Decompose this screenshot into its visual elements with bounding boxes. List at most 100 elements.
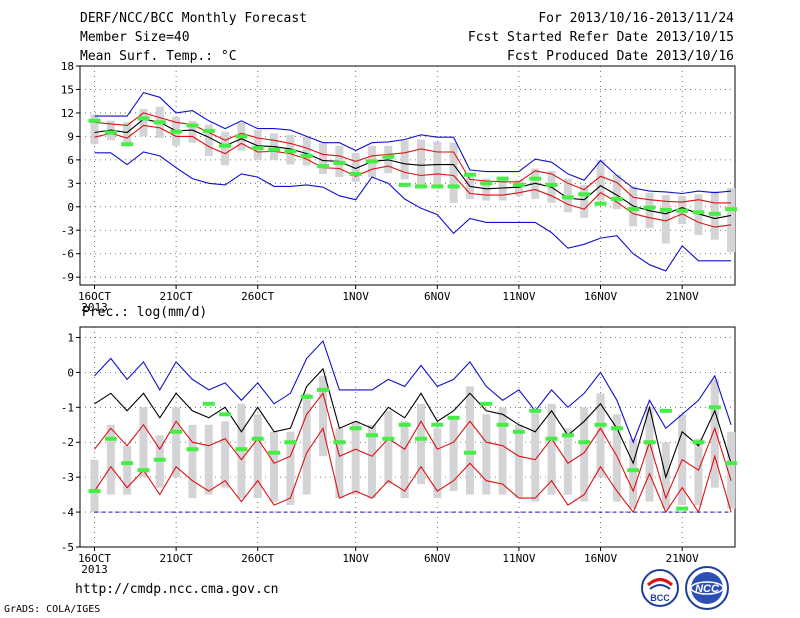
prec-box: [90, 459, 99, 513]
prec-lower-std-line: [94, 426, 732, 514]
temp-x-tick-label: 16NOV: [584, 290, 617, 303]
prec-box: [335, 428, 344, 499]
temp-y-tick-label: 18: [61, 60, 74, 73]
prec-box: [123, 445, 132, 495]
temp-box: [498, 178, 507, 201]
prec-median-marker: [170, 429, 183, 434]
prec-median-marker: [104, 436, 117, 441]
temp-median-marker: [725, 207, 738, 212]
prec-median-marker: [610, 426, 623, 431]
prec-box: [514, 424, 523, 499]
prec-box: [449, 417, 458, 492]
prec-box: [563, 428, 572, 495]
temp-median-marker: [366, 159, 379, 164]
temp-panel: -9 -6 -3 0 3 6 9 12 15 18 16OCT 21OCT 26OCT 1NOV 6NOV 1…: [61, 60, 738, 314]
prec-median-marker: [382, 436, 395, 441]
footer-credit: GrADS: COLA/IGES: [4, 604, 101, 615]
temp-plot-frame: [79, 65, 736, 286]
prec-x-tick-label: 21NOV: [666, 552, 699, 565]
chart-title: DERF/NCC/BCC Monthly Forecast: [80, 11, 307, 26]
prec-median-marker: [545, 436, 558, 441]
prec-median-marker: [659, 408, 672, 413]
prec-box: [106, 424, 115, 495]
temp-x-tick-label: 21OCT: [160, 290, 193, 303]
prec-x-tick-label: 16OCT: [78, 552, 111, 565]
prec-box: [612, 414, 621, 502]
temp-box: [302, 136, 311, 166]
temp-median-marker: [447, 184, 460, 189]
ncc-logo-icon: NCC: [685, 566, 729, 610]
temp-box: [253, 130, 262, 160]
temp-box: [400, 140, 409, 180]
prec-box: [302, 393, 311, 495]
prec-median-marker: [414, 436, 427, 441]
prec-median-marker: [447, 415, 460, 420]
prec-median-marker: [676, 506, 689, 511]
prec-panel: -5 -4 -3 -2 -1 0 1 16OCT 21OCT 26OCT 1NOV 6NOV 11NOV…: [61, 326, 738, 576]
prec-box: [286, 431, 295, 506]
prec-median-marker: [284, 440, 297, 445]
temp-box: [580, 184, 589, 218]
prec-box: [368, 424, 377, 499]
prec-x-tick-label: 6NOV: [424, 552, 451, 565]
temp-y-tick-label: 6: [67, 154, 74, 167]
prec-x-year-label: 2013: [81, 563, 108, 576]
precip-panel-label: Prec.: log(mm/d): [82, 305, 208, 320]
temp-max-line: [94, 91, 732, 195]
prec-median-marker: [153, 457, 166, 462]
temp-box: [694, 194, 703, 235]
prec-box: [351, 421, 360, 495]
prec-box: [629, 438, 638, 509]
temp-y-tick-label: -9: [61, 271, 74, 284]
chart-header-right: For 2013/10/16-2013/11/24 Fcst Started Re…: [468, 9, 734, 66]
prec-box: [433, 428, 442, 499]
temp-median-marker: [202, 128, 215, 133]
temp-min-line: [94, 151, 732, 272]
prec-box: [400, 421, 409, 499]
temp-box: [465, 177, 474, 199]
temp-box: [514, 180, 523, 196]
temp-box: [123, 122, 132, 146]
prec-median-marker: [643, 440, 656, 445]
temp-median-marker: [496, 176, 509, 181]
temp-box: [482, 178, 491, 201]
prec-median-marker: [578, 440, 591, 445]
temp-mean-line: [94, 118, 732, 220]
footer-url: http://cmdp.ncc.cma.gov.cn: [75, 582, 279, 597]
temp-median-marker: [545, 182, 558, 187]
prec-median-marker: [594, 422, 607, 427]
temp-x-tick-label: 16OCT: [78, 290, 111, 303]
prec-median-marker: [725, 461, 738, 466]
prec-upper-std-line: [94, 392, 732, 500]
temp-median-marker: [268, 147, 281, 152]
prec-median-marker: [300, 394, 313, 399]
prec-box: [498, 407, 507, 495]
prec-box: [139, 407, 148, 478]
prec-box: [465, 386, 474, 495]
prec-median-marker: [186, 447, 199, 452]
prec-median-marker: [480, 401, 493, 406]
temp-median-marker: [643, 205, 656, 210]
prec-median-marker: [137, 468, 150, 473]
temp-median-marker: [186, 123, 199, 128]
temp-box: [90, 114, 99, 145]
temp-median-marker: [317, 164, 330, 169]
prec-box: [172, 407, 181, 478]
member-size-label: Member Size=40: [80, 30, 190, 45]
prec-x-tick-label: 26OCT: [241, 552, 274, 565]
prec-box: [531, 410, 540, 502]
temp-y-tick-label: 15: [61, 83, 74, 96]
prec-median-marker: [88, 489, 101, 494]
svg-text:NCC: NCC: [695, 583, 720, 595]
prec-x-tick-label: 1NOV: [342, 552, 369, 565]
temp-median-marker: [398, 182, 411, 187]
temp-box: [139, 109, 148, 137]
prec-box: [580, 407, 589, 502]
temp-y-tick-label: -3: [61, 224, 74, 237]
start-ref-date-label: Fcst Started Refer Date 2013/10/15: [467, 30, 734, 45]
temp-median-marker: [104, 130, 117, 135]
temp-box: [416, 139, 425, 185]
prec-x-tick-label: 16NOV: [584, 552, 617, 565]
temp-y-tick-label: 12: [61, 107, 74, 120]
